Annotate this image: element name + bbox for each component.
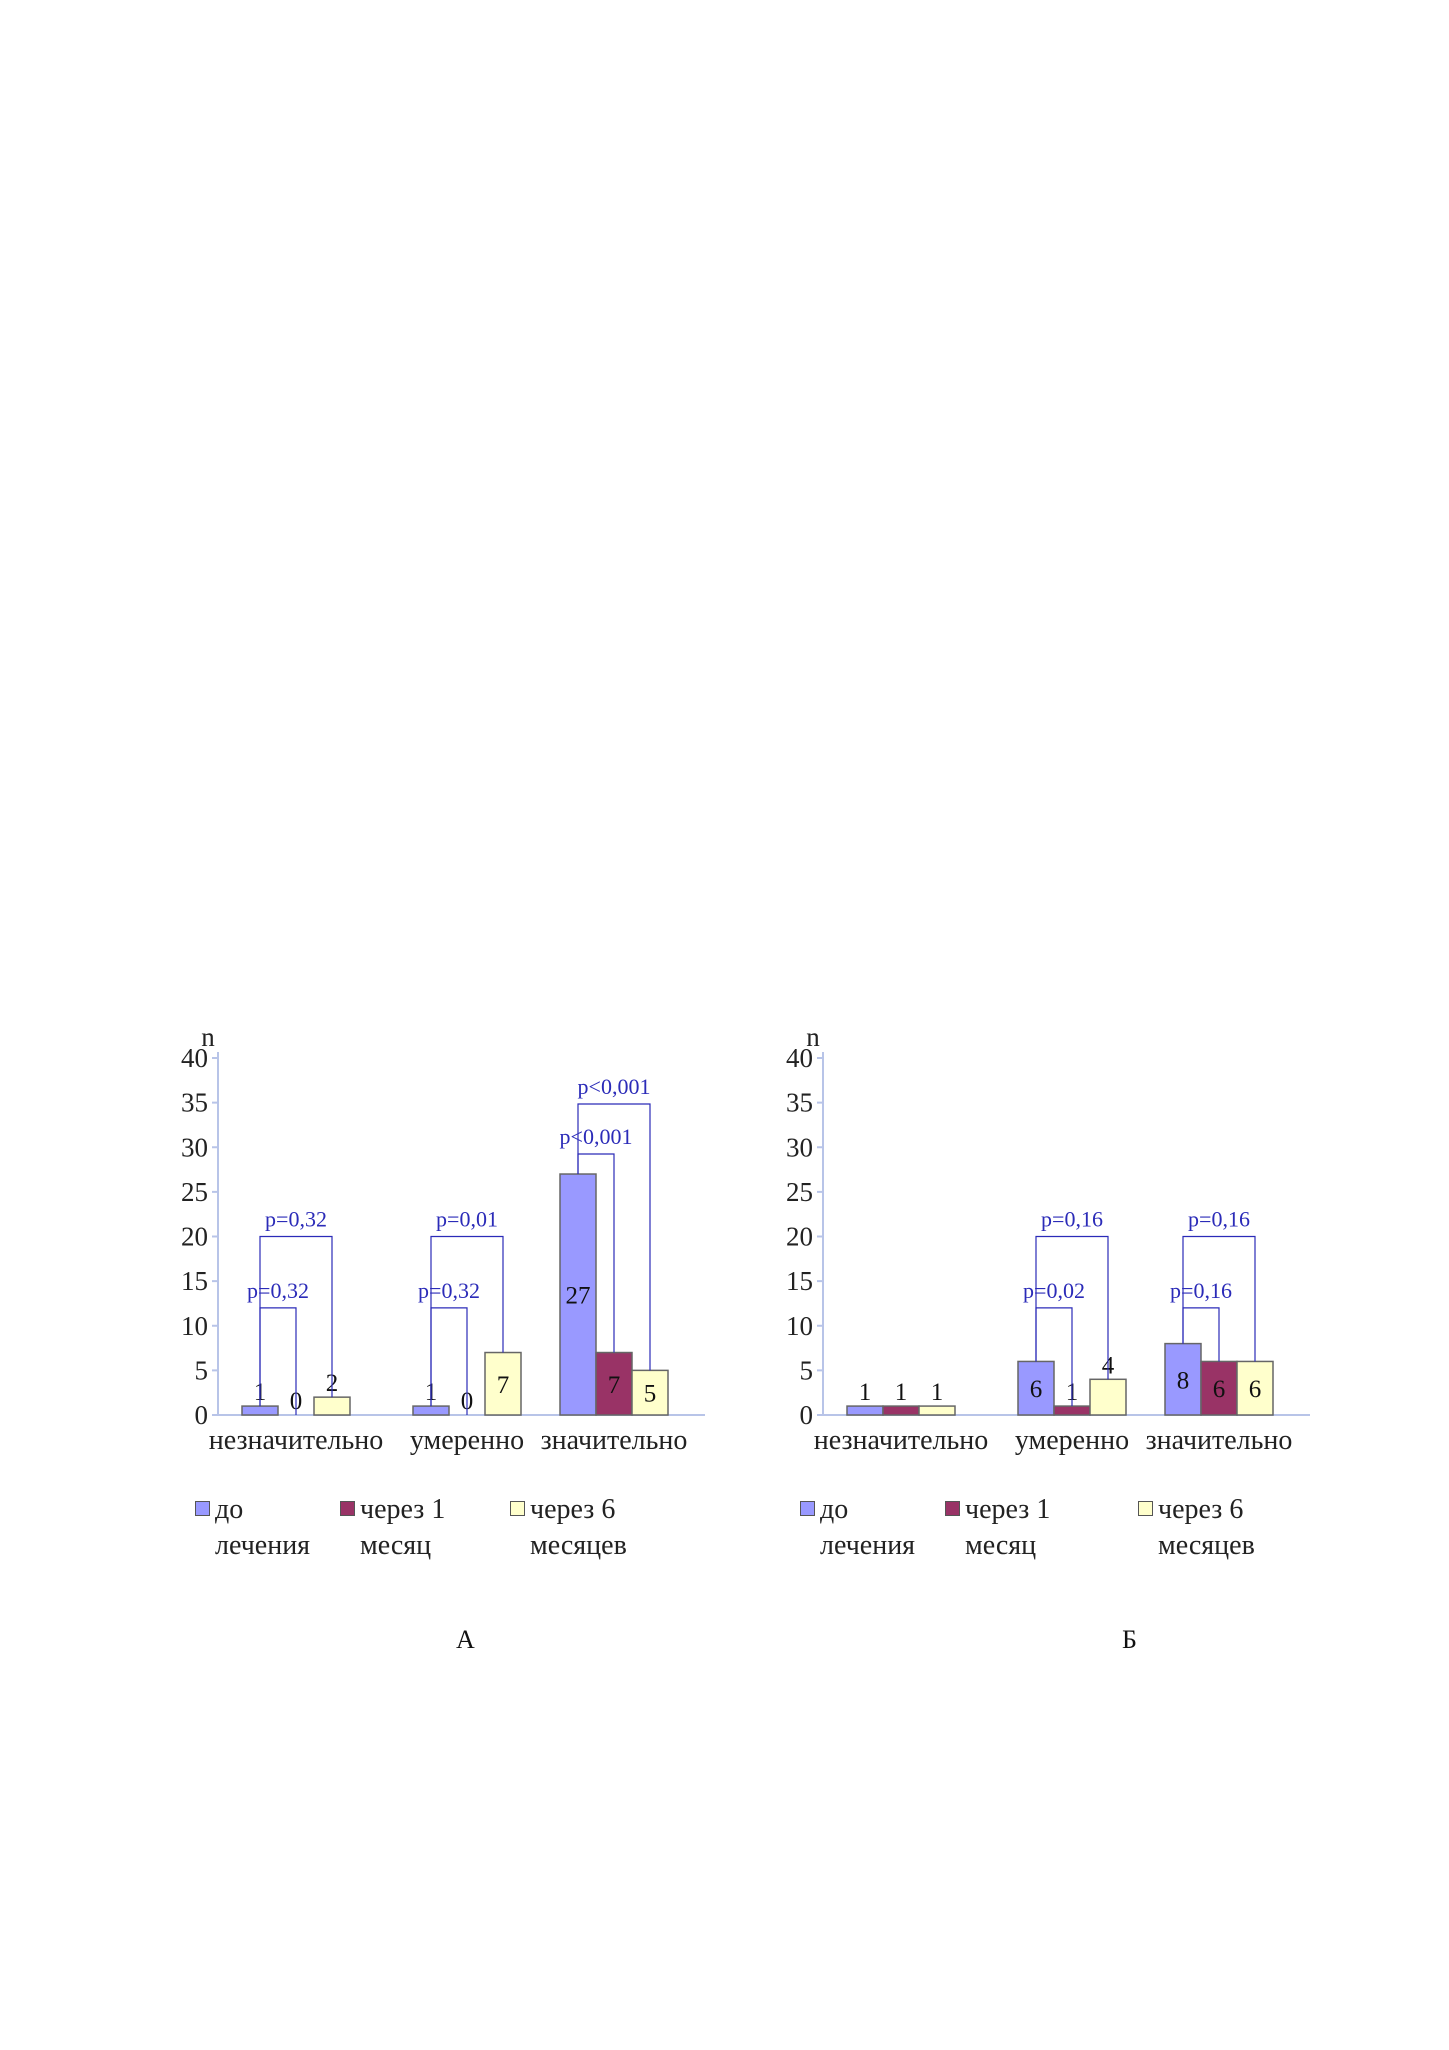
legend-swatch-month6 xyxy=(510,1501,525,1516)
y-tick-label: 25 xyxy=(786,1177,813,1207)
bar xyxy=(918,1405,956,1416)
p-value-label: p=0,01 xyxy=(436,1207,498,1232)
y-tick-label: 35 xyxy=(181,1088,208,1118)
data-label: 7 xyxy=(497,1372,510,1399)
bar xyxy=(313,1396,351,1416)
y-axis-label: n xyxy=(201,1022,215,1052)
data-label: 7 xyxy=(608,1372,621,1399)
p-value-label: p=0,32 xyxy=(265,1207,327,1232)
y-tick-label: 5 xyxy=(195,1355,209,1385)
significance-bracket xyxy=(1035,1307,1073,1407)
y-tick-label: 15 xyxy=(181,1266,208,1296)
p-value-label: p=0,02 xyxy=(1023,1278,1085,1303)
y-tick-label: 5 xyxy=(800,1355,814,1385)
x-category-label: значительно xyxy=(1146,1425,1293,1456)
p-value-label: p=0,32 xyxy=(418,1278,480,1303)
y-tick-label: 40 xyxy=(786,1043,813,1073)
bar xyxy=(1200,1360,1238,1416)
p-value-label: p<0,001 xyxy=(578,1074,651,1099)
significance-bracket xyxy=(259,1307,297,1415)
y-tick-label: 25 xyxy=(181,1177,208,1207)
bar xyxy=(882,1405,920,1416)
y-tick-label: 15 xyxy=(786,1266,813,1296)
data-label: 6 xyxy=(1213,1376,1226,1403)
data-label: 6 xyxy=(1249,1376,1262,1403)
legend-a: до лечения через 1 месяц через 6 месяцев xyxy=(195,1492,755,1582)
significance-bracket xyxy=(577,1103,651,1371)
x-category-label: умеренно xyxy=(410,1425,524,1456)
legend-item-month1: через 1 месяц xyxy=(945,1492,1085,1564)
chart-panel-a: 0 5 10 15 20 25 30 35 40 n 1 0 2 незначительно 1 0 7 умер… xyxy=(170,1020,810,1580)
y-tick-label: 0 xyxy=(800,1400,814,1430)
bar xyxy=(1236,1360,1274,1416)
y-tick-label: 0 xyxy=(195,1400,209,1430)
y-axis-label: n xyxy=(806,1022,820,1052)
significance-bracket xyxy=(430,1307,468,1415)
x-category-label: незначительно xyxy=(814,1425,989,1456)
legend-item-month6: через 6 месяцев xyxy=(510,1492,650,1564)
legend-item-before: до лечения xyxy=(800,1492,940,1564)
y-tick-label: 35 xyxy=(786,1088,813,1118)
chart-panel-b: 0 5 10 15 20 25 30 35 40 n 1 1 1 незначительно 6 1 4 умер… xyxy=(775,1020,1415,1580)
panel-caption-a: А xyxy=(456,1625,475,1654)
legend-swatch-before xyxy=(195,1501,210,1516)
legend-swatch-month1 xyxy=(945,1501,960,1516)
bar xyxy=(1089,1378,1127,1416)
bar xyxy=(484,1351,522,1416)
y-tick-label: 40 xyxy=(181,1043,208,1073)
y-tick-label: 10 xyxy=(181,1311,208,1341)
p-value-label: p<0,001 xyxy=(560,1124,633,1149)
legend-b: до лечения через 1 месяц через 6 месяцев xyxy=(800,1492,1360,1582)
bar xyxy=(631,1369,669,1416)
p-value-label: p=0,16 xyxy=(1170,1278,1232,1303)
data-label: 6 xyxy=(1030,1376,1043,1403)
p-value-label: p=0,16 xyxy=(1188,1207,1250,1232)
y-tick-label: 20 xyxy=(786,1222,813,1252)
data-label: 8 xyxy=(1177,1367,1190,1394)
y-tick-label: 30 xyxy=(786,1132,813,1162)
data-label: 1 xyxy=(859,1379,872,1406)
p-value-label: p=0,16 xyxy=(1041,1207,1103,1232)
bar xyxy=(559,1173,597,1416)
bar xyxy=(1017,1360,1055,1416)
legend-swatch-before xyxy=(800,1501,815,1516)
y-tick-label: 30 xyxy=(181,1132,208,1162)
x-category-label: значительно xyxy=(541,1425,688,1456)
p-value-label: p=0,32 xyxy=(247,1278,309,1303)
legend-item-month6: через 6 месяцев xyxy=(1138,1492,1278,1564)
x-category-label: умеренно xyxy=(1015,1425,1129,1456)
bar xyxy=(595,1351,633,1416)
bar xyxy=(241,1405,279,1416)
x-category-label: незначительно xyxy=(209,1425,384,1456)
bar xyxy=(412,1405,450,1416)
legend-swatch-month1 xyxy=(340,1501,355,1516)
bar xyxy=(846,1405,884,1416)
significance-bracket xyxy=(1182,1235,1256,1362)
significance-bracket xyxy=(577,1153,615,1353)
data-label: 1 xyxy=(931,1379,944,1406)
panel-caption-b: Б xyxy=(1122,1625,1137,1654)
significance-bracket xyxy=(1182,1307,1220,1362)
legend-item-month1: через 1 месяц xyxy=(340,1492,480,1564)
data-label: 1 xyxy=(895,1379,908,1406)
legend-item-before: до лечения xyxy=(195,1492,335,1564)
data-label: 5 xyxy=(644,1381,657,1408)
legend-swatch-month6 xyxy=(1138,1501,1153,1516)
y-tick-label: 20 xyxy=(181,1222,208,1252)
data-label: 27 xyxy=(566,1283,591,1310)
significance-bracket xyxy=(1035,1235,1109,1380)
y-tick-label: 10 xyxy=(786,1311,813,1341)
bar xyxy=(1053,1405,1091,1416)
